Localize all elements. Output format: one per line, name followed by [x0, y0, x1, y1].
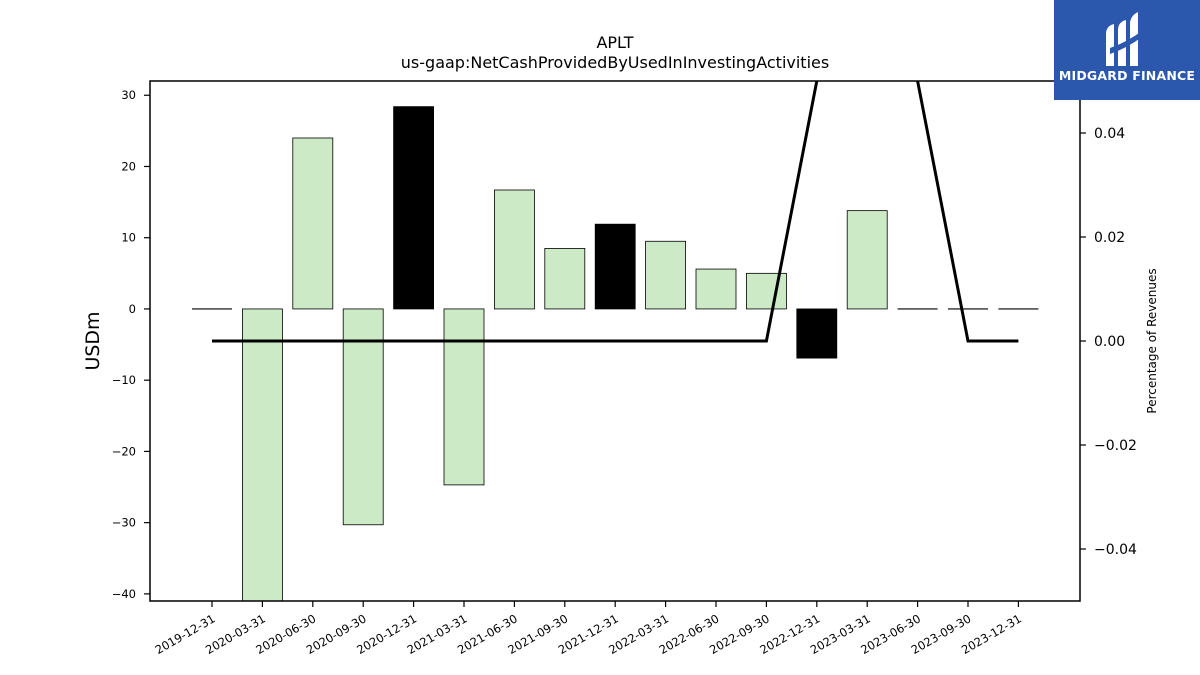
line-percentage-of-revenues — [212, 80, 819, 343]
y-tick-label: −40 — [112, 587, 136, 601]
y2-tick-label: 0.04 — [1094, 126, 1125, 142]
bar-2020-09-30 — [342, 308, 384, 526]
y-tick-label: 0 — [129, 302, 136, 316]
y-tick-label: 30 — [121, 88, 136, 102]
bars-group — [192, 106, 1039, 602]
bar-2022-12-31 — [796, 308, 838, 359]
bar-2020-12-31 — [393, 106, 435, 310]
bar-2020-03-31 — [241, 308, 283, 602]
line-group — [212, 80, 1019, 343]
midgard-finance-logo: MIDGARD FINANCE — [1054, 0, 1200, 100]
y-tick-label: 20 — [121, 159, 136, 173]
y2-tick-label: 0.02 — [1094, 230, 1125, 246]
line-percentage-of-revenues — [916, 80, 1019, 343]
chart-title: APLT — [596, 33, 633, 52]
bar-2021-06-30 — [493, 189, 535, 310]
y2-tick-label: 0.00 — [1094, 334, 1125, 350]
y2-tick-label: −0.02 — [1094, 438, 1137, 454]
bar-2022-03-31 — [645, 240, 686, 310]
y2-axis-label: Percentage of Revenues — [1145, 268, 1159, 413]
bar-2020-06-30 — [292, 137, 334, 310]
bar-2021-09-30 — [544, 247, 586, 310]
bar-2023-03-31 — [846, 210, 888, 310]
bar-2022-09-30 — [746, 272, 787, 310]
y-tick-label: 10 — [121, 231, 136, 245]
y2-tick-label: −0.04 — [1094, 542, 1137, 558]
y-axis-left: 30 20 10 0 −10 −20 −30 −40 — [112, 88, 150, 601]
y-axis-label: USDm — [82, 311, 104, 370]
chart-subtitle: us-gaap:NetCashProvidedByUsedInInvesting… — [401, 53, 829, 72]
logo-text: MIDGARD FINANCE — [1058, 68, 1196, 83]
midgard-logo-icon — [1106, 12, 1146, 66]
y-tick-label: −10 — [112, 373, 136, 387]
x-axis: 2019-12-312020-03-312020-06-302020-09-30… — [153, 601, 1024, 657]
bar-2021-03-31 — [443, 308, 485, 486]
y-tick-label: −20 — [112, 444, 136, 458]
y-tick-label: −30 — [112, 516, 136, 530]
bar-2022-06-30 — [695, 268, 737, 310]
y-axis-right: 0.04 0.02 0.00 −0.02 −0.04 — [1080, 126, 1137, 558]
bar-2021-12-31 — [594, 223, 636, 310]
